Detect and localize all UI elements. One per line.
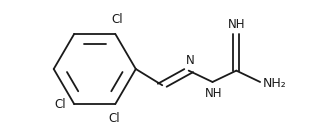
- Text: N: N: [186, 54, 195, 67]
- Text: NH₂: NH₂: [263, 77, 286, 90]
- Text: NH: NH: [204, 87, 222, 100]
- Text: Cl: Cl: [55, 98, 67, 111]
- Text: NH: NH: [228, 18, 245, 31]
- Text: Cl: Cl: [108, 112, 120, 125]
- Text: Cl: Cl: [111, 13, 123, 26]
